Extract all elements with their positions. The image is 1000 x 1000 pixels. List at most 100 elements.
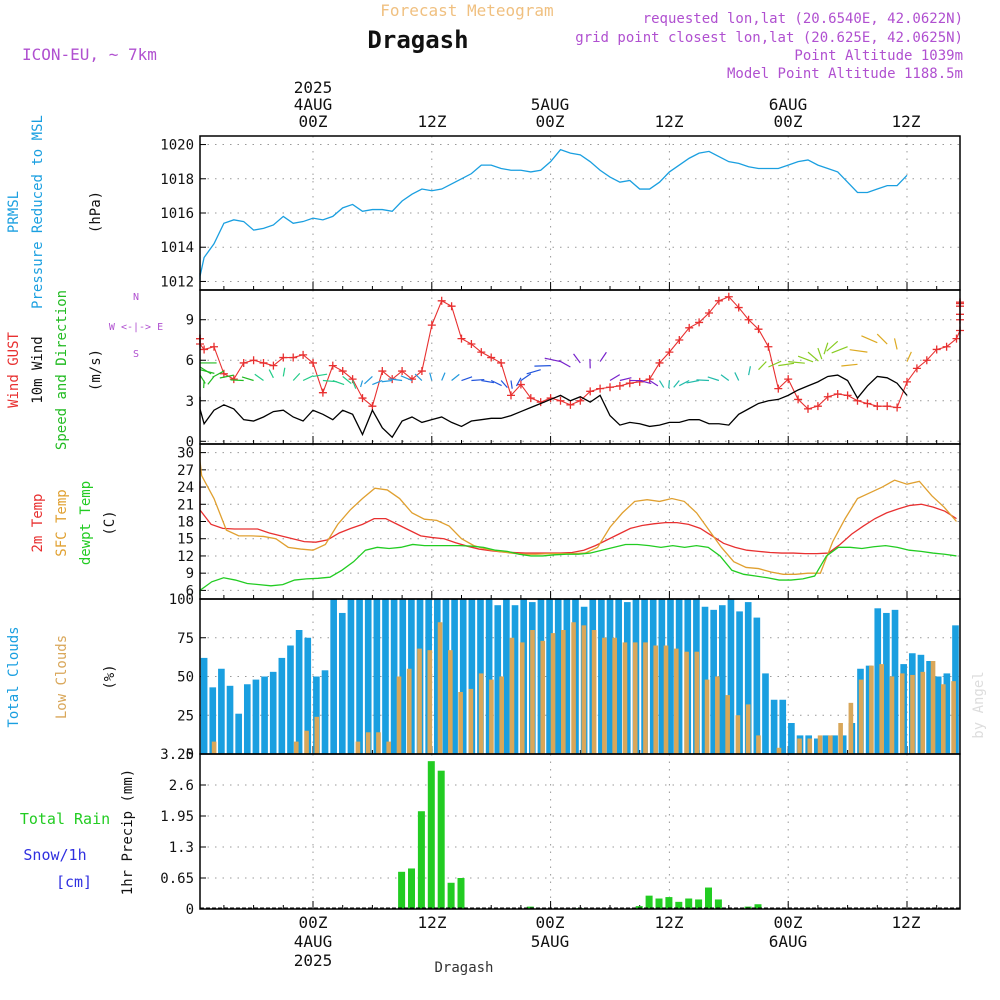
ytick-label-clouds-2: 50 (177, 670, 194, 686)
wind-dir-arrow-41 (558, 359, 571, 368)
clouds-label-2: Low Clouds (54, 635, 70, 719)
total-cloud-bar-42 (563, 599, 571, 754)
clouds-unit: (%) (102, 664, 118, 689)
precip-bar-0 (398, 871, 406, 909)
ytick-label-clouds-0: 0 (186, 747, 194, 763)
low-cloud-bar-60 (817, 735, 823, 754)
total-cloud-bar-63 (744, 602, 752, 754)
total-cloud-bar-29 (451, 599, 458, 754)
wind-dir-arrow-45 (609, 374, 621, 382)
total-cloud-bar-12 (304, 637, 312, 754)
wind-dir-arrow-50 (658, 380, 665, 388)
low-cloud-bar-45 (663, 645, 669, 754)
wind-dir-arrow-70 (841, 363, 858, 367)
compass-s: S (133, 349, 139, 360)
total-cloud-bar-6 (252, 679, 260, 754)
wind-dir-arrow-64 (797, 355, 814, 363)
wind-dir-arrow-68 (826, 340, 839, 352)
wind-dir-arrow-27 (429, 372, 433, 381)
gust-line (199, 296, 961, 410)
wind-dir-arrow-12 (282, 367, 286, 377)
gust-marker-17 (328, 361, 337, 370)
total-cloud-bar-22 (390, 599, 398, 754)
wind-dir-arrow-13 (292, 372, 301, 381)
ytick-label-wind-2: 6 (186, 353, 194, 369)
total-cloud-bar-7 (261, 676, 268, 754)
low-cloud-bar-16 (365, 732, 371, 754)
gust-marker-5 (210, 342, 218, 351)
gust-marker-64 (794, 395, 803, 404)
wind-dir-arrow-10 (254, 373, 264, 381)
total-cloud-bar-14 (321, 670, 329, 754)
total-cloud-bar-52 (649, 599, 657, 754)
top-year: 2025 (294, 78, 333, 97)
ytick-label-temperature-4: 18 (177, 515, 194, 531)
low-cloud-bar-35 (561, 630, 566, 754)
low-cloud-bar-63 (848, 702, 854, 754)
clouds-label-1: Total Clouds (6, 626, 22, 727)
gust-marker-21 (368, 402, 377, 411)
gust-marker-11 (269, 361, 278, 370)
precip-bar-2 (417, 811, 425, 909)
total-cloud-bar-27 (433, 599, 441, 754)
low-cloud-bar-62 (838, 723, 843, 754)
low-cloud-bar-30 (509, 637, 515, 754)
gust-marker-63 (784, 375, 793, 384)
gust-marker-43 (586, 387, 595, 396)
gust-marker-53 (685, 323, 694, 332)
watermark: by Angel (971, 671, 987, 738)
model-altitude: Model Point Altitude 1188.5m (727, 66, 963, 82)
total-cloud-bar-66 (770, 699, 778, 754)
total-cloud-bar-23 (399, 599, 407, 754)
gust-marker-65 (804, 404, 812, 413)
ytick-label-pressure-3: 1018 (160, 172, 194, 188)
gust-marker-40 (556, 396, 565, 405)
low-cloud-bar-50 (715, 676, 720, 754)
total-cloud-bar-41 (554, 599, 562, 754)
gust-marker-75 (903, 377, 911, 386)
ytick-label-wind-0: 0 (186, 434, 194, 450)
low-cloud-bar-20 (406, 668, 412, 754)
total-cloud-bar-4 (235, 713, 242, 754)
wind-dir-arrow-23 (381, 379, 393, 383)
wind-dir-arrow-71 (849, 349, 868, 353)
wind-dir-arrow-32 (481, 379, 495, 384)
bottom-tick-0: 00Z (299, 913, 328, 932)
sfc-temp-line (199, 446, 957, 575)
wind-dir-arrow-25 (400, 375, 413, 382)
gridpoint-coords: grid point closest lon,lat (20.625E, 42.… (575, 30, 963, 46)
ytick-label-precip-4: 2.6 (169, 778, 194, 794)
low-cloud-bar-1 (211, 741, 217, 754)
low-cloud-bar-27 (478, 673, 484, 754)
wind-dir-arrow-42 (573, 353, 581, 364)
wind-dir-arrow-26 (414, 373, 423, 381)
total-cloud-bar-85 (934, 676, 942, 754)
gust-marker-55 (705, 308, 713, 317)
wind-dir-arrow-18 (342, 375, 352, 385)
gust-marker-54 (695, 318, 704, 327)
low-cloud-bar-58 (797, 738, 802, 754)
gust-marker-52 (675, 335, 684, 344)
low-cloud-bar-38 (591, 630, 597, 754)
wind-dir-arrow-24 (389, 378, 403, 382)
gust-marker-29 (447, 302, 456, 311)
low-cloud-bar-67 (889, 676, 895, 754)
ytick-label-precip-3: 1.95 (160, 809, 194, 825)
total-cloud-bar-40 (546, 599, 553, 754)
ytick-label-temperature-8: 30 (177, 446, 194, 462)
total-cloud-bar-36 (511, 605, 519, 754)
low-cloud-bar-41 (622, 642, 628, 754)
low-cloud-bar-36 (571, 622, 576, 754)
gust-marker-30 (457, 334, 466, 343)
total-cloud-bar-72 (822, 735, 830, 754)
gust-marker-26 (417, 367, 426, 376)
precip-bar-5 (447, 882, 455, 909)
bottom-tick-5: 12Z (892, 913, 921, 932)
top-tick-5: 12Z (892, 112, 921, 131)
gust-marker-72 (873, 402, 882, 411)
bottom-day-1: 4AUG (294, 932, 333, 951)
total-cloud-bar-67 (779, 699, 787, 754)
wind-dir-arrow-2 (199, 366, 212, 375)
low-cloud-bar-61 (828, 735, 833, 754)
wind-dir-arrow-58 (734, 372, 740, 381)
